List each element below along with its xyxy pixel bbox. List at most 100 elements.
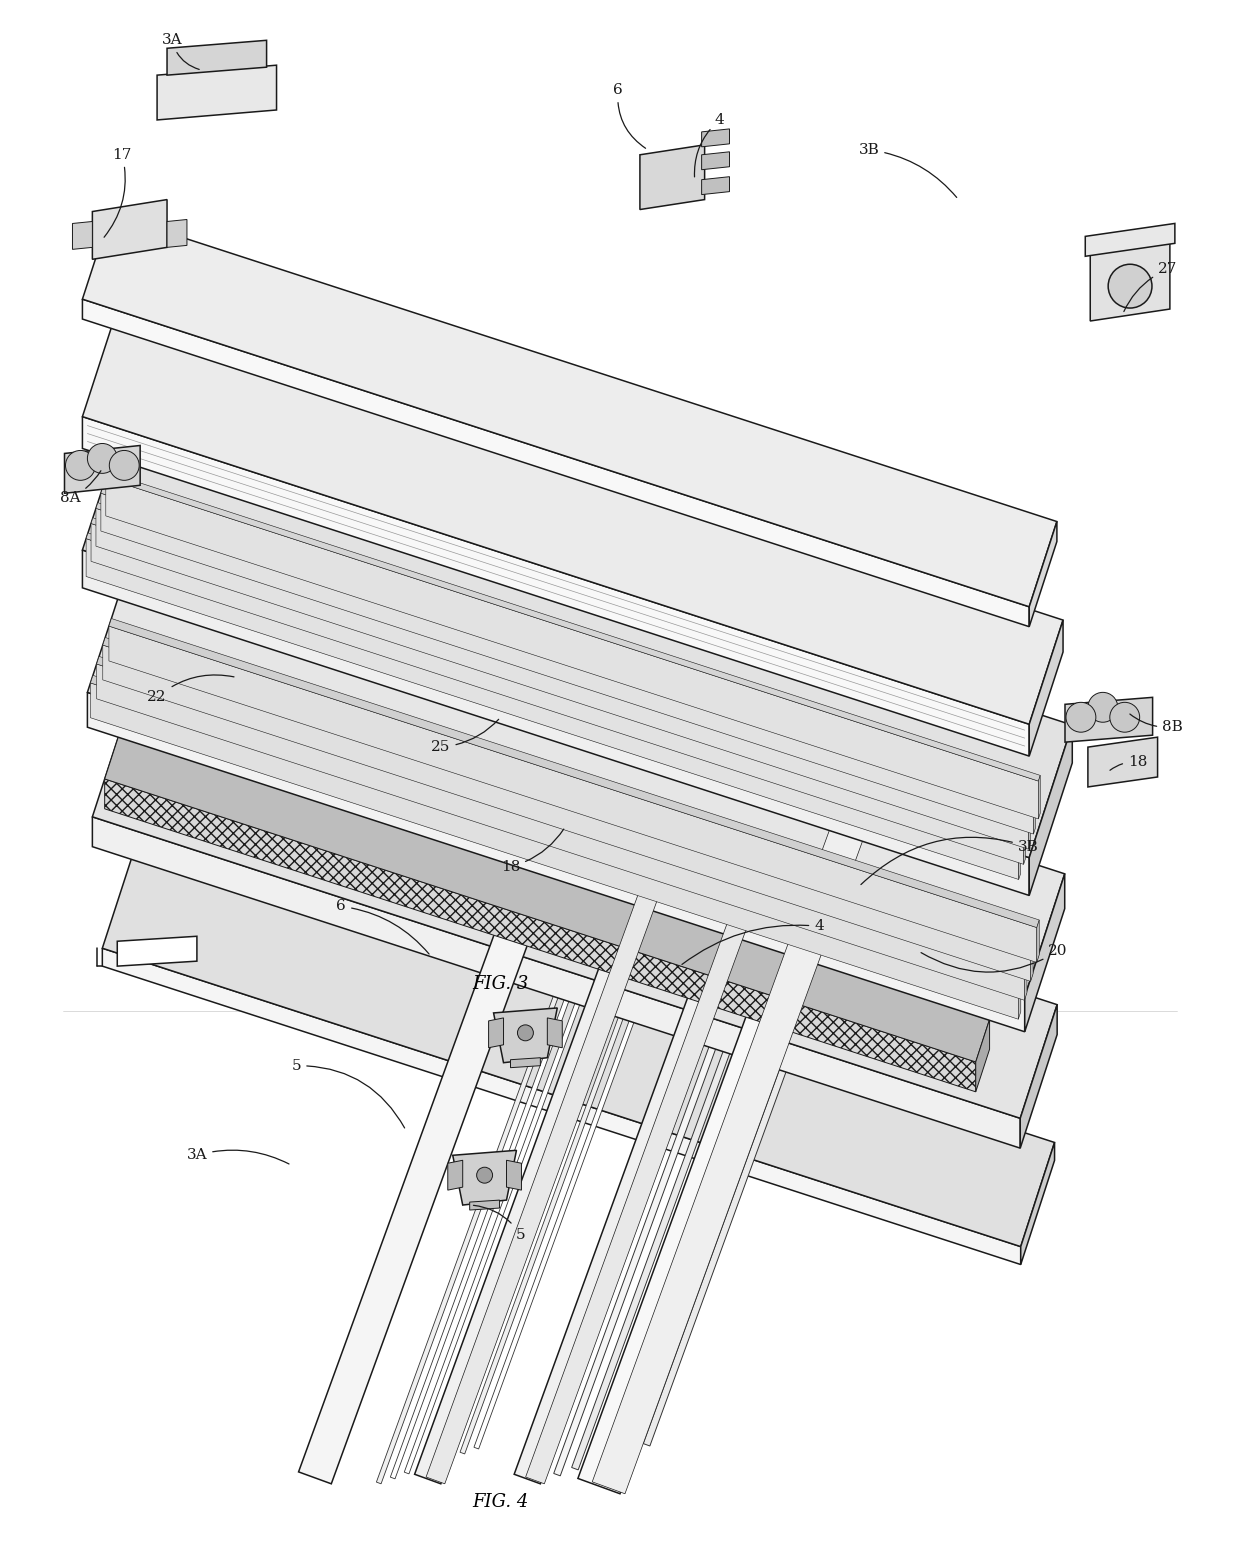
- Circle shape: [1066, 702, 1096, 732]
- Text: 3A: 3A: [161, 34, 200, 70]
- Circle shape: [1109, 265, 1152, 308]
- Polygon shape: [702, 128, 729, 147]
- Polygon shape: [97, 664, 1024, 1001]
- Text: 4: 4: [694, 113, 724, 176]
- Polygon shape: [506, 1160, 522, 1190]
- Text: 8A: 8A: [61, 470, 100, 506]
- Polygon shape: [404, 855, 634, 1474]
- Polygon shape: [1019, 835, 1021, 880]
- Polygon shape: [82, 551, 1029, 896]
- Circle shape: [109, 450, 139, 480]
- Polygon shape: [1021, 1004, 1058, 1148]
- Polygon shape: [589, 854, 817, 1463]
- Text: 6: 6: [336, 899, 429, 954]
- Polygon shape: [86, 538, 1019, 880]
- Polygon shape: [87, 693, 1024, 1032]
- Polygon shape: [976, 1019, 990, 1092]
- Polygon shape: [572, 845, 805, 1470]
- Polygon shape: [1021, 1143, 1054, 1264]
- Polygon shape: [1087, 738, 1158, 787]
- Polygon shape: [103, 645, 1030, 981]
- Text: 3B: 3B: [861, 837, 1039, 885]
- Text: 18: 18: [501, 829, 564, 874]
- Polygon shape: [427, 842, 676, 1484]
- Text: 8B: 8B: [1130, 715, 1183, 735]
- Polygon shape: [1024, 821, 1025, 865]
- Polygon shape: [446, 868, 666, 1459]
- Polygon shape: [167, 40, 267, 76]
- Polygon shape: [489, 1018, 503, 1047]
- Polygon shape: [109, 619, 1039, 928]
- Polygon shape: [82, 416, 1029, 756]
- Polygon shape: [91, 523, 1024, 865]
- Polygon shape: [1033, 791, 1035, 834]
- Polygon shape: [100, 493, 1033, 834]
- Polygon shape: [167, 220, 187, 248]
- Polygon shape: [82, 312, 1063, 724]
- Text: 6: 6: [613, 84, 646, 149]
- Polygon shape: [554, 837, 792, 1476]
- Circle shape: [87, 444, 118, 473]
- Polygon shape: [87, 569, 1065, 996]
- Polygon shape: [92, 817, 1021, 1148]
- Polygon shape: [418, 859, 645, 1468]
- Polygon shape: [100, 487, 1035, 797]
- Circle shape: [476, 1168, 492, 1183]
- Polygon shape: [1024, 874, 1065, 1032]
- Polygon shape: [1018, 976, 1021, 1019]
- Polygon shape: [91, 518, 1025, 826]
- Polygon shape: [702, 176, 729, 195]
- Polygon shape: [103, 948, 1021, 1264]
- Text: 20: 20: [921, 944, 1068, 972]
- Polygon shape: [474, 877, 686, 1450]
- Polygon shape: [1065, 698, 1153, 743]
- Polygon shape: [578, 814, 862, 1494]
- Polygon shape: [391, 851, 624, 1479]
- Polygon shape: [1029, 521, 1056, 627]
- Polygon shape: [72, 221, 92, 249]
- Polygon shape: [105, 478, 1038, 818]
- Polygon shape: [91, 676, 1021, 984]
- Polygon shape: [511, 1058, 541, 1067]
- Polygon shape: [82, 299, 1029, 627]
- Polygon shape: [515, 838, 771, 1484]
- Polygon shape: [608, 862, 831, 1457]
- Polygon shape: [91, 682, 1018, 1019]
- Polygon shape: [103, 845, 1054, 1247]
- Text: FIG. 4: FIG. 4: [472, 1493, 528, 1511]
- Text: 5: 5: [291, 1058, 404, 1128]
- Polygon shape: [82, 418, 1073, 857]
- Circle shape: [1110, 702, 1140, 732]
- Polygon shape: [97, 656, 1027, 965]
- Polygon shape: [453, 1151, 517, 1205]
- Polygon shape: [105, 472, 1040, 781]
- Text: 25: 25: [432, 719, 498, 753]
- Text: 3A: 3A: [186, 1148, 289, 1163]
- Text: 4: 4: [682, 919, 823, 964]
- Polygon shape: [470, 1200, 500, 1210]
- Polygon shape: [109, 627, 1037, 962]
- Polygon shape: [92, 200, 167, 260]
- Text: 17: 17: [104, 149, 131, 237]
- Circle shape: [66, 450, 95, 480]
- Polygon shape: [104, 780, 976, 1092]
- Text: 3B: 3B: [858, 142, 957, 198]
- Polygon shape: [104, 736, 990, 1061]
- Polygon shape: [92, 704, 1058, 1118]
- Polygon shape: [1038, 775, 1040, 818]
- Polygon shape: [1090, 241, 1169, 320]
- Polygon shape: [82, 213, 1056, 606]
- Polygon shape: [1030, 939, 1033, 981]
- Polygon shape: [1029, 620, 1063, 756]
- Polygon shape: [1085, 223, 1174, 257]
- Polygon shape: [103, 637, 1033, 947]
- Text: 5: 5: [474, 1205, 526, 1242]
- Text: 22: 22: [148, 674, 234, 704]
- Polygon shape: [377, 846, 613, 1484]
- Polygon shape: [414, 838, 672, 1484]
- Polygon shape: [448, 1160, 463, 1190]
- Polygon shape: [433, 863, 655, 1463]
- Polygon shape: [640, 145, 704, 209]
- Text: FIG. 3: FIG. 3: [472, 975, 528, 993]
- Text: 27: 27: [1123, 263, 1177, 311]
